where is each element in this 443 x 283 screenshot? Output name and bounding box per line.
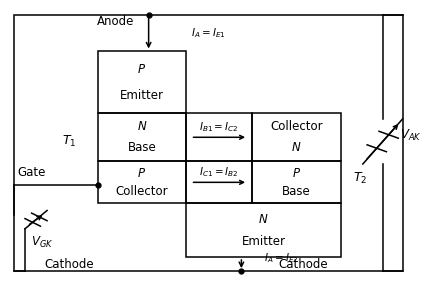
Text: $P$: $P$ — [137, 63, 147, 76]
Bar — [186, 203, 341, 257]
Text: $I_{B1} = I_{C2}$: $I_{B1} = I_{C2}$ — [199, 121, 239, 134]
Bar — [98, 52, 186, 113]
Text: $I_A = I_{E1}$: $I_A = I_{E1}$ — [191, 26, 225, 40]
Text: Base: Base — [128, 141, 156, 154]
Text: $N$: $N$ — [291, 141, 302, 154]
Text: $T_2$: $T_2$ — [354, 171, 368, 186]
Bar — [98, 113, 186, 161]
Bar — [98, 161, 186, 203]
Text: $P$: $P$ — [137, 166, 147, 179]
Text: $N$: $N$ — [137, 120, 147, 133]
Text: Anode: Anode — [97, 15, 134, 28]
Text: $I_{C1} = I_{B2}$: $I_{C1} = I_{B2}$ — [199, 166, 239, 179]
Text: $N$: $N$ — [258, 213, 269, 226]
Text: $I_A = I_{E2}$: $I_A = I_{E2}$ — [264, 252, 299, 265]
Text: $P$: $P$ — [292, 166, 301, 179]
Bar — [186, 161, 253, 203]
Bar — [186, 113, 253, 161]
Text: $T_1$: $T_1$ — [62, 134, 76, 149]
Text: Emitter: Emitter — [120, 89, 164, 102]
Bar — [14, 15, 403, 271]
Text: $V_{GK}$: $V_{GK}$ — [31, 235, 54, 250]
Text: Emitter: Emitter — [241, 235, 285, 248]
Text: Cathode: Cathode — [44, 258, 94, 271]
Bar — [253, 161, 341, 203]
Text: Gate: Gate — [17, 166, 46, 179]
Bar — [253, 113, 341, 161]
Text: $V_{AK}$: $V_{AK}$ — [400, 128, 422, 143]
Text: Collector: Collector — [116, 185, 168, 198]
Text: Base: Base — [282, 185, 311, 198]
Text: Collector: Collector — [270, 120, 323, 133]
Text: Cathode: Cathode — [278, 258, 328, 271]
